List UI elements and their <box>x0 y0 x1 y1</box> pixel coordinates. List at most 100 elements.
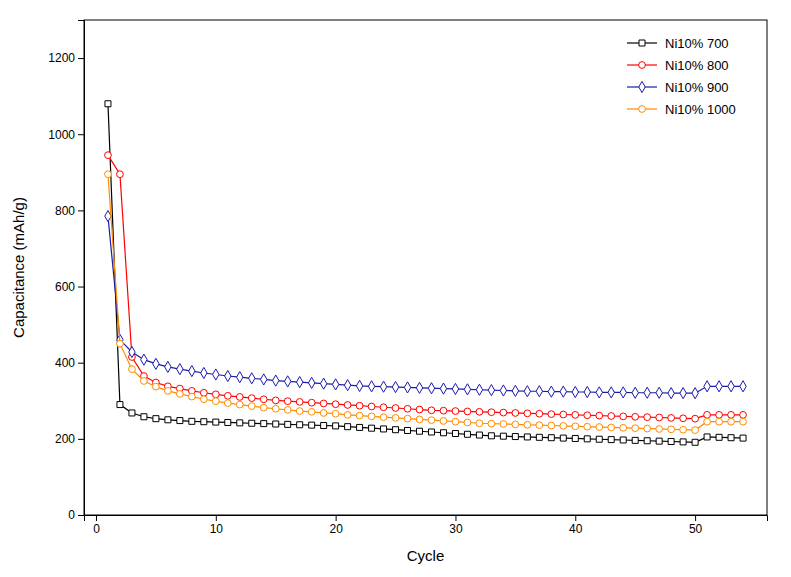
marker <box>608 437 614 443</box>
tick: 1200 <box>48 51 84 65</box>
marker <box>416 382 422 393</box>
legend-item: Ni10% 700 <box>627 36 729 51</box>
marker <box>261 374 267 385</box>
marker <box>273 421 279 427</box>
marker <box>249 420 255 426</box>
marker <box>560 411 567 418</box>
marker <box>345 424 351 430</box>
marker <box>656 414 663 421</box>
marker <box>320 378 326 389</box>
marker <box>524 421 531 428</box>
marker <box>309 422 315 428</box>
marker <box>105 101 111 107</box>
marker <box>716 418 723 425</box>
marker <box>284 398 291 405</box>
marker <box>452 383 458 394</box>
marker <box>428 407 435 414</box>
marker <box>668 439 674 445</box>
marker <box>321 423 327 429</box>
marker <box>572 435 578 441</box>
tick-mark <box>78 363 84 364</box>
marker <box>117 402 123 408</box>
marker <box>177 364 183 375</box>
tick-label: 1000 <box>48 128 75 142</box>
marker <box>164 387 171 394</box>
marker <box>296 377 302 388</box>
marker <box>440 407 447 414</box>
marker <box>129 346 135 357</box>
marker <box>357 424 363 430</box>
marker <box>356 412 363 419</box>
tick-label: 30 <box>449 522 463 536</box>
marker <box>237 420 243 426</box>
marker <box>584 436 590 442</box>
axis-line <box>85 516 768 522</box>
marker <box>656 438 662 444</box>
marker <box>620 437 626 443</box>
marker <box>272 405 279 412</box>
marker <box>512 410 519 417</box>
marker <box>548 422 555 429</box>
legend-item: Ni10% 900 <box>627 80 729 95</box>
marker <box>668 415 675 422</box>
series <box>105 152 747 422</box>
marker <box>416 406 423 413</box>
marker <box>224 392 231 399</box>
marker <box>404 382 410 393</box>
marker <box>548 386 554 397</box>
marker <box>644 387 650 398</box>
tick: 600 <box>55 280 84 294</box>
tick-label: 0 <box>93 522 100 536</box>
marker <box>680 415 687 422</box>
marker <box>740 418 747 425</box>
x-axis-title: Cycle <box>407 547 445 564</box>
tick: 0 <box>93 515 100 536</box>
marker <box>356 380 362 391</box>
tick: 30 <box>449 515 463 536</box>
legend-label: Ni10% 1000 <box>665 102 736 117</box>
marker <box>488 433 494 439</box>
marker <box>105 171 112 178</box>
marker <box>189 365 195 376</box>
marker <box>476 432 482 438</box>
x-axis: 01020304050 <box>85 515 768 536</box>
marker <box>704 418 711 425</box>
marker <box>464 419 471 426</box>
marker <box>237 372 243 383</box>
tick-label: 20 <box>329 522 343 536</box>
marker <box>380 414 387 421</box>
marker <box>368 381 374 392</box>
tick-label: 1200 <box>48 51 75 65</box>
tick-label: 40 <box>569 522 583 536</box>
marker <box>560 423 567 430</box>
marker <box>417 428 423 434</box>
marker <box>165 361 171 372</box>
marker <box>225 370 231 381</box>
marker <box>572 411 579 418</box>
marker <box>452 418 459 425</box>
tick: 40 <box>569 515 583 536</box>
tick-label: 200 <box>55 432 75 446</box>
marker <box>405 427 411 433</box>
legend-label: Ni10% 900 <box>665 80 729 95</box>
marker <box>153 416 159 422</box>
marker <box>428 383 434 394</box>
marker <box>524 410 531 417</box>
tick-mark <box>78 134 84 135</box>
marker <box>464 408 471 415</box>
marker <box>428 429 434 435</box>
marker <box>117 340 124 347</box>
marker <box>656 426 663 433</box>
marker <box>344 411 351 418</box>
tick: 1000 <box>48 128 84 142</box>
marker <box>476 384 482 395</box>
marker <box>285 421 291 427</box>
marker <box>512 434 518 440</box>
marker <box>560 435 566 441</box>
legend: Ni10% 700Ni10% 800Ni10% 900Ni10% 1000 <box>627 36 736 117</box>
marker <box>440 430 446 436</box>
marker <box>141 414 147 420</box>
marker <box>333 423 339 429</box>
marker <box>369 425 375 431</box>
legend-marker <box>639 40 645 46</box>
